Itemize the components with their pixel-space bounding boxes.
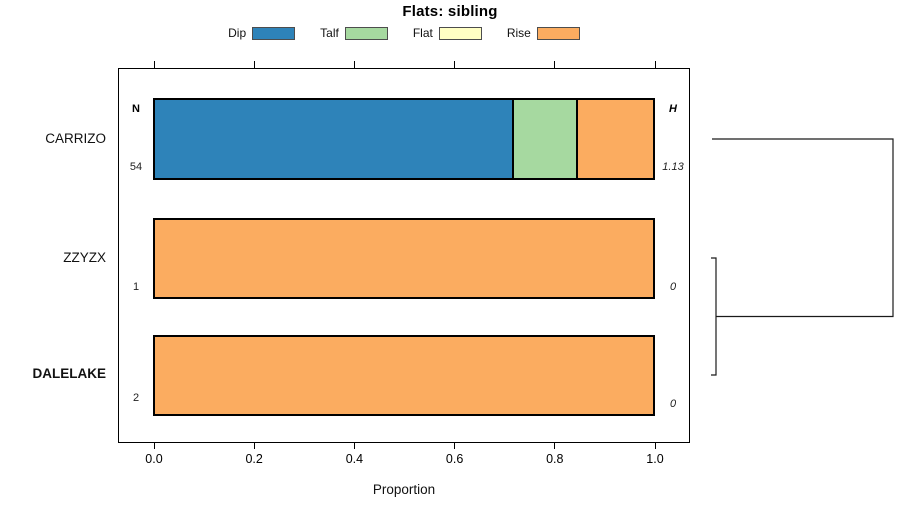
n-value-carrizo: 54 (129, 161, 143, 173)
legend-label: Flat (412, 26, 433, 40)
x-tick-label: 0.0 (145, 452, 163, 466)
legend-swatch (252, 26, 296, 40)
plot-area (118, 68, 690, 443)
stacked-bar-carrizo (153, 98, 655, 180)
axis-tick-top (153, 61, 155, 68)
axis-tick-top (654, 61, 656, 68)
x-tick-label: 0.8 (546, 452, 564, 466)
h-value-carrizo: 1.13 (662, 161, 684, 173)
dendrogram-link-lower (711, 257, 717, 376)
legend-label: Rise (506, 26, 531, 40)
axis-tick-bottom (454, 442, 456, 449)
axis-tick-top (353, 61, 355, 68)
h-column-header: H (669, 103, 677, 115)
n-value-dalelake: 2 (132, 392, 140, 404)
stacked-bar-dalelake (153, 335, 655, 416)
legend-item-talf: Talf (320, 26, 388, 40)
bar-segment-talf (513, 100, 579, 178)
bar-segment-rise (155, 337, 653, 414)
bar-segment-dip (155, 100, 514, 178)
n-value-zzyzx: 1 (132, 281, 140, 293)
axis-tick-bottom (153, 442, 155, 449)
row-label-carrizo: CARRIZO (45, 131, 106, 146)
row-label-dalelake: DALELAKE (32, 366, 107, 381)
legend-swatch (344, 26, 388, 40)
legend-item-rise: Rise (507, 26, 580, 40)
legend-label: Talf (320, 26, 339, 40)
stacked-bar-zzyzx (153, 218, 655, 299)
x-tick-label: 0.2 (245, 452, 263, 466)
axis-tick-top (253, 61, 255, 68)
x-tick-label: 0.4 (345, 452, 364, 466)
bar-segment-rise (155, 220, 653, 297)
chart-title: Flats: sibling (402, 3, 498, 20)
row-label-zzyzx: ZZYZX (63, 250, 106, 265)
h-value-zzyzx: 0 (669, 281, 677, 293)
axis-tick-top (454, 61, 456, 68)
legend: Dip Talf Flat Rise (118, 24, 690, 42)
bar-segment-rise (578, 100, 653, 178)
dendrogram-link-upper (712, 138, 894, 318)
h-value-dalelake: 0 (669, 398, 677, 410)
x-tick-label: 1.0 (646, 452, 664, 466)
axis-tick-bottom (654, 442, 656, 449)
axis-tick-bottom (353, 442, 355, 449)
legend-item-flat: Flat (413, 26, 482, 40)
legend-swatch (438, 26, 482, 40)
legend-item-dip: Dip (228, 26, 296, 40)
axis-tick-top (554, 61, 556, 68)
legend-label: Dip (228, 26, 247, 40)
axis-tick-bottom (253, 442, 255, 449)
axis-tick-bottom (554, 442, 556, 449)
n-column-header: N (132, 103, 140, 115)
legend-swatch (536, 26, 580, 40)
x-axis-label: Proportion (372, 482, 436, 497)
x-tick-label: 0.6 (445, 452, 464, 466)
